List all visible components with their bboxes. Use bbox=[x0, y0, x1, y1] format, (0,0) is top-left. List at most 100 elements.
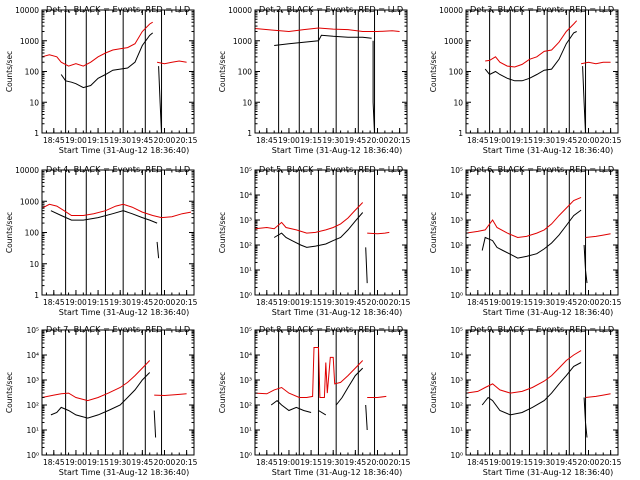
y-tick-label: 10 bbox=[453, 98, 463, 107]
y-tick-label: 100 bbox=[238, 68, 253, 77]
x-axis-label: Start Time (31-Aug-12 18:36:40) bbox=[483, 146, 614, 155]
x-tick-label: 19:45 bbox=[132, 298, 154, 307]
y-tick-label: 10⁰ bbox=[239, 291, 252, 300]
x-tick-label: 20:15 bbox=[389, 458, 411, 467]
x-tick-label: 20:00 bbox=[154, 136, 176, 145]
x-tick-label: 18:45 bbox=[43, 458, 65, 467]
x-axis-label: Start Time (31-Aug-12 18:36:40) bbox=[483, 468, 614, 477]
x-tick-label: 19:30 bbox=[322, 458, 344, 467]
y-axis-label: Counts/sec bbox=[218, 212, 227, 253]
events-series-line bbox=[270, 399, 312, 413]
x-tick-label: 20:15 bbox=[176, 136, 198, 145]
x-tick-label: 19:00 bbox=[489, 458, 511, 467]
plot-frame bbox=[254, 329, 408, 456]
x-tick-label: 19:00 bbox=[278, 136, 300, 145]
plot-frame bbox=[465, 169, 619, 296]
x-tick-label: 19:45 bbox=[345, 298, 367, 307]
panel-title: Det 5, BLACK = Events, RED = LLD bbox=[259, 164, 403, 174]
lld-series-line bbox=[254, 347, 364, 398]
y-tick-label: 10⁵ bbox=[239, 326, 252, 335]
x-axis-label: Start Time (31-Aug-12 18:36:40) bbox=[59, 146, 190, 155]
events-series-line bbox=[365, 247, 368, 284]
x-tick-label: 19:15 bbox=[87, 298, 109, 307]
x-tick-label: 19:45 bbox=[345, 136, 367, 145]
y-tick-label: 10¹ bbox=[26, 426, 39, 435]
panel-title: Det 6, BLACK = Events, RED = LLD bbox=[470, 164, 614, 174]
x-tick-label: 18:45 bbox=[43, 298, 65, 307]
y-tick-label: 10⁵ bbox=[450, 166, 463, 175]
y-tick-label: 1000 bbox=[20, 37, 39, 46]
y-tick-label: 10⁰ bbox=[450, 291, 463, 300]
x-tick-label: 20:00 bbox=[367, 458, 389, 467]
x-tick-label: 20:15 bbox=[600, 458, 622, 467]
events-series-line bbox=[481, 362, 582, 416]
plot-frame bbox=[41, 329, 195, 456]
y-axis-label: Counts/sec bbox=[5, 51, 14, 92]
y-tick-label: 10¹ bbox=[239, 266, 252, 275]
lld-series-line bbox=[254, 27, 400, 33]
x-tick-label: 20:15 bbox=[176, 458, 198, 467]
y-tick-label: 10000 bbox=[439, 6, 463, 15]
x-axis-label: Start Time (31-Aug-12 18:36:40) bbox=[272, 308, 403, 317]
x-tick-label: 18:45 bbox=[256, 458, 278, 467]
x-tick-label: 19:45 bbox=[345, 458, 367, 467]
y-tick-label: 10² bbox=[239, 401, 252, 410]
y-tick-label: 10³ bbox=[450, 376, 463, 385]
x-tick-label: 19:30 bbox=[533, 298, 555, 307]
x-tick-label: 19:30 bbox=[533, 458, 555, 467]
x-tick-label: 19:15 bbox=[300, 298, 322, 307]
y-axis-label: Counts/sec bbox=[5, 212, 14, 253]
y-tick-label: 10³ bbox=[26, 376, 39, 385]
plot-frame bbox=[465, 329, 619, 456]
x-tick-label: 19:00 bbox=[65, 298, 87, 307]
events-series-line bbox=[481, 209, 582, 259]
y-tick-label: 10 bbox=[29, 260, 39, 269]
lld-series-line bbox=[585, 233, 611, 238]
panel-det-1: Det 1, BLACK = Events, RED = LLD 1 10 100 10… bbox=[5, 4, 198, 155]
lld-series-line bbox=[485, 20, 578, 68]
lld-series-line bbox=[41, 360, 151, 402]
y-tick-label: 10³ bbox=[239, 376, 252, 385]
x-tick-label: 19:30 bbox=[109, 458, 131, 467]
y-tick-label: 10000 bbox=[15, 166, 39, 175]
y-tick-label: 10⁰ bbox=[239, 451, 252, 460]
x-tick-label: 18:45 bbox=[43, 136, 65, 145]
x-tick-label: 19:45 bbox=[556, 136, 578, 145]
y-tick-label: 10⁴ bbox=[450, 351, 463, 360]
x-tick-label: 20:00 bbox=[578, 458, 600, 467]
x-axis-label: Start Time (31-Aug-12 18:36:40) bbox=[272, 468, 403, 477]
y-tick-label: 10⁰ bbox=[26, 451, 39, 460]
events-series-line bbox=[582, 66, 586, 134]
y-tick-label: 100 bbox=[449, 68, 464, 77]
y-tick-label: 100 bbox=[25, 229, 40, 238]
y-axis-label: Counts/sec bbox=[5, 372, 14, 413]
x-tick-label: 20:00 bbox=[578, 298, 600, 307]
y-tick-label: 10 bbox=[242, 98, 252, 107]
y-tick-label: 10² bbox=[26, 401, 39, 410]
x-tick-label: 20:00 bbox=[154, 458, 176, 467]
x-axis-label: Start Time (31-Aug-12 18:36:40) bbox=[59, 468, 190, 477]
x-tick-label: 20:15 bbox=[600, 136, 622, 145]
y-tick-label: 10² bbox=[450, 241, 463, 250]
y-axis-label: Counts/sec bbox=[429, 212, 438, 253]
y-tick-label: 10⁵ bbox=[239, 166, 252, 175]
panel-title: Det 7, BLACK = Events, RED = LLD bbox=[46, 324, 190, 334]
y-axis-label: Counts/sec bbox=[218, 372, 227, 413]
y-tick-label: 1000 bbox=[20, 197, 39, 206]
panel-det-9: Det 9, BLACK = Events, RED = LLD 10⁰ 10¹ 10… bbox=[429, 324, 622, 477]
x-tick-label: 19:15 bbox=[511, 458, 533, 467]
panel-det-2: Det 2, BLACK = Events, RED = LLD 1 10 100 10… bbox=[218, 4, 411, 155]
events-series-line bbox=[318, 410, 327, 416]
x-tick-label: 19:15 bbox=[87, 136, 109, 145]
x-tick-label: 20:00 bbox=[578, 136, 600, 145]
lld-series-line bbox=[41, 21, 153, 67]
y-tick-label: 10000 bbox=[15, 6, 39, 15]
events-series-line bbox=[335, 367, 364, 406]
y-axis-label: Counts/sec bbox=[429, 51, 438, 92]
y-tick-label: 10³ bbox=[450, 216, 463, 225]
lld-series-line bbox=[41, 203, 192, 219]
events-series-line bbox=[273, 212, 364, 248]
x-tick-label: 19:30 bbox=[322, 136, 344, 145]
x-axis-label: Start Time (31-Aug-12 18:36:40) bbox=[59, 308, 190, 317]
